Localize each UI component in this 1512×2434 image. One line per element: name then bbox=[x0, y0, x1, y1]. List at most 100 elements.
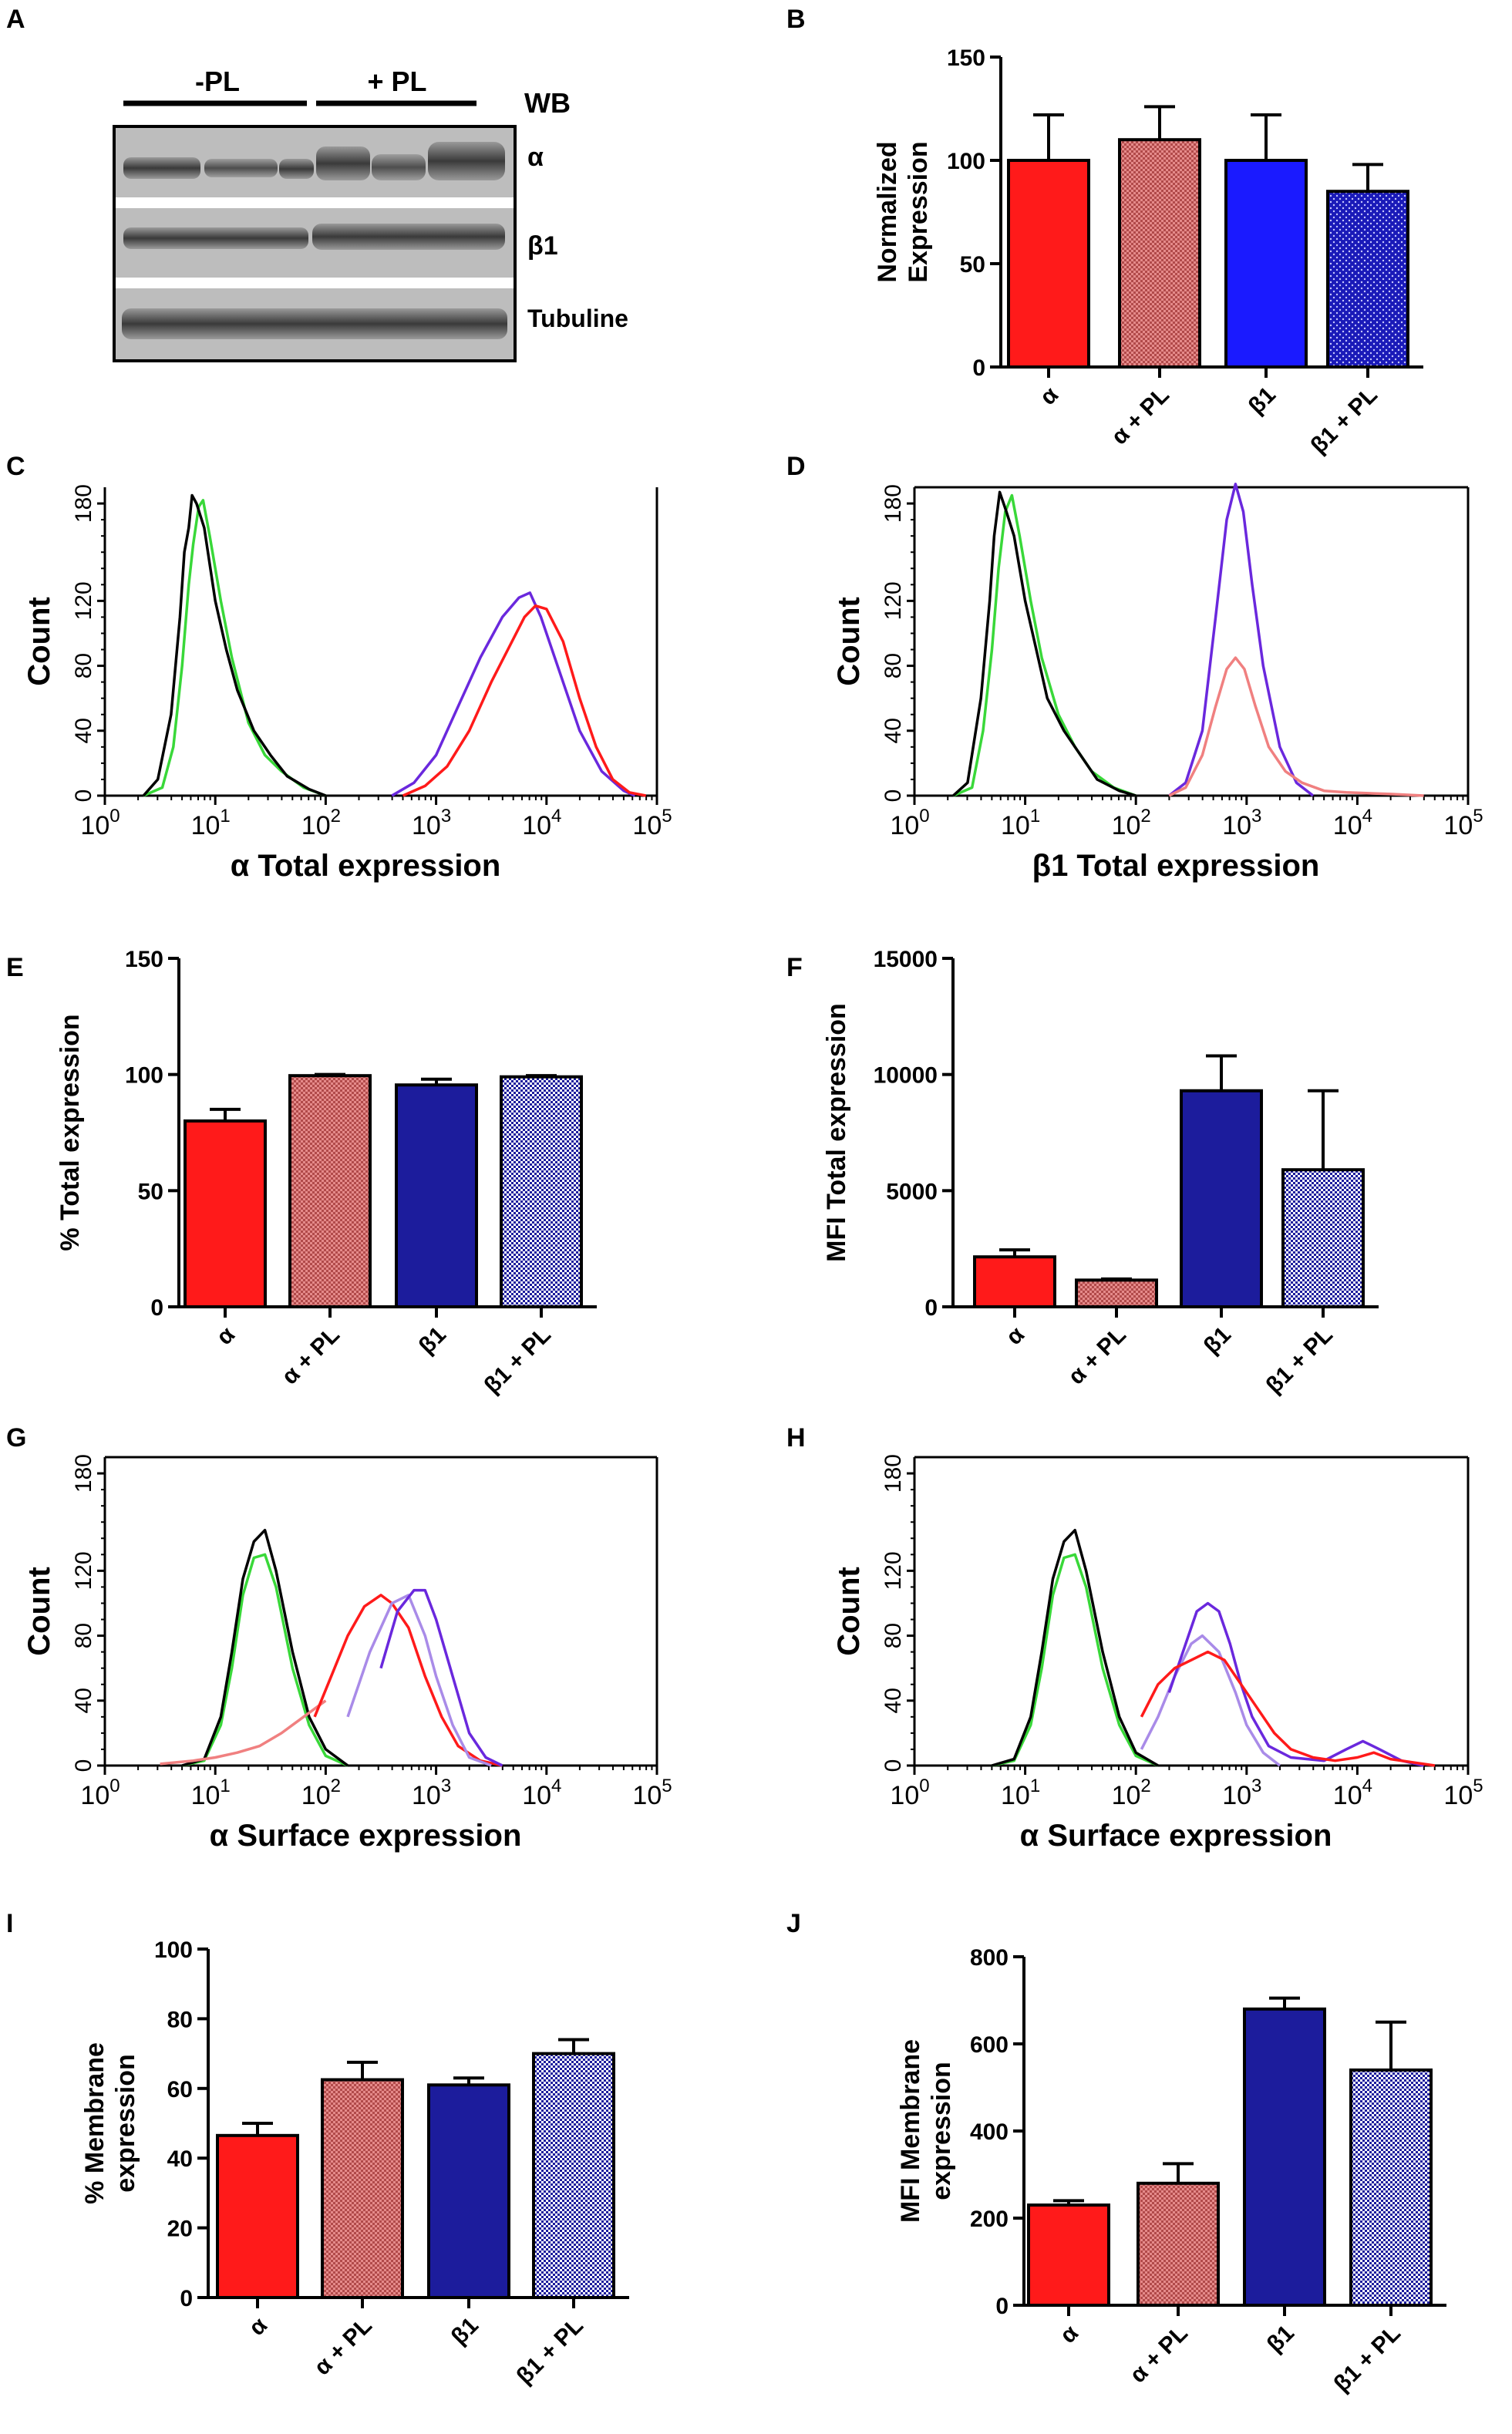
y-tick-label: 150 bbox=[125, 947, 163, 972]
series-line-black bbox=[952, 490, 1137, 797]
x-tick-exponent: 5 bbox=[1473, 1776, 1483, 1796]
x-tick-label: 102 bbox=[301, 806, 341, 840]
x-tick-exponent: 1 bbox=[1030, 1776, 1040, 1796]
blot-separator-2 bbox=[116, 278, 514, 288]
chart-f: 0 5000 10000 15000 MFI Total expression α α + … bbox=[822, 947, 1379, 1399]
x-tick-exponent: 4 bbox=[1362, 1776, 1372, 1796]
series-line-red bbox=[313, 1594, 503, 1767]
y-tick-label: 100 bbox=[947, 149, 985, 174]
bar bbox=[532, 2052, 615, 2300]
series-line-purple bbox=[391, 591, 636, 797]
x-tick-exponent: 5 bbox=[662, 1776, 672, 1796]
series-line-green bbox=[952, 493, 1137, 797]
y-axis-label: Count bbox=[22, 597, 56, 686]
x-tick-label: α + PL bbox=[1106, 382, 1174, 450]
x-tick-label: 102 bbox=[1112, 806, 1151, 840]
y-axis-label: % Total expression bbox=[56, 1014, 85, 1251]
x-tick-label: β1 + PL bbox=[1306, 382, 1382, 459]
series-line-black bbox=[142, 493, 327, 797]
x-tick-label: α + PL bbox=[277, 1322, 345, 1390]
x-axis-label: α Surface expression bbox=[1020, 1819, 1332, 1853]
x-tick-exponent: 3 bbox=[1251, 1776, 1261, 1796]
x-tick-exponent: 2 bbox=[1140, 1776, 1150, 1796]
x-tick-label: 103 bbox=[1222, 1776, 1261, 1810]
y-tick-label: 20 bbox=[167, 2217, 193, 2242]
x-tick-label: β1 + PL bbox=[512, 2313, 588, 2389]
y-tick-label: 120 bbox=[71, 581, 96, 620]
x-tick-exponent: 1 bbox=[1030, 806, 1040, 826]
bar bbox=[1349, 2068, 1433, 2307]
x-tick-label: 102 bbox=[1112, 1776, 1151, 1810]
x-tick-label: 104 bbox=[1333, 806, 1372, 840]
x-tick-exponent: 0 bbox=[109, 806, 120, 826]
bar bbox=[1007, 159, 1090, 369]
blot-row-label-tubuline: Tubuline bbox=[527, 305, 628, 332]
y-axis-label-line: % Total expression bbox=[56, 1014, 85, 1251]
x-tick-label: β1 bbox=[414, 1322, 451, 1359]
panel-label-g: G bbox=[6, 1423, 26, 1453]
x-tick-label: α bbox=[1002, 1321, 1030, 1350]
bar bbox=[288, 1074, 372, 1308]
y-tick-label: 180 bbox=[881, 484, 906, 523]
y-tick-label: 180 bbox=[881, 1454, 906, 1493]
series-line-pink bbox=[160, 1699, 327, 1766]
series-line-black bbox=[992, 1528, 1159, 1767]
x-tick-exponent: 4 bbox=[551, 806, 561, 826]
y-tick-label: 200 bbox=[970, 2207, 1009, 2232]
y-axis-label: Count bbox=[22, 1567, 56, 1656]
y-tick-label: 100 bbox=[125, 1063, 163, 1089]
bar bbox=[184, 1119, 267, 1309]
y-tick-label: 0 bbox=[995, 2294, 1009, 2319]
x-tick-label: 100 bbox=[890, 1776, 929, 1810]
panel-label-c: C bbox=[6, 452, 25, 481]
y-tick-label: 400 bbox=[970, 2119, 1009, 2145]
x-axis-label: β1 Total expression bbox=[1032, 849, 1320, 883]
y-tick-label: 0 bbox=[924, 1295, 938, 1321]
y-tick-label: 0 bbox=[71, 789, 96, 803]
y-tick-label: 0 bbox=[180, 2286, 193, 2311]
series-line-purple bbox=[1168, 483, 1315, 797]
x-tick-label: α bbox=[244, 2312, 273, 2341]
blot-separator-1 bbox=[116, 197, 514, 208]
panel-label-i: I bbox=[6, 1909, 13, 1938]
x-tick-label: β1 bbox=[446, 2313, 483, 2350]
series-line-lavender bbox=[1140, 1634, 1281, 1767]
y-tick-label: 120 bbox=[881, 1551, 906, 1590]
y-tick-label: 40 bbox=[167, 2146, 193, 2172]
x-tick-exponent: 1 bbox=[220, 1776, 230, 1796]
y-tick-label: 120 bbox=[881, 581, 906, 620]
y-tick-label: 40 bbox=[881, 1688, 906, 1713]
series-line-black bbox=[181, 1528, 349, 1767]
x-tick-exponent: 2 bbox=[1140, 806, 1150, 826]
y-tick-label: 0 bbox=[71, 1759, 96, 1772]
y-axis-label: Count bbox=[832, 597, 866, 686]
series-line-purple bbox=[1167, 1601, 1424, 1767]
x-tick-exponent: 5 bbox=[662, 806, 672, 826]
y-axis-label-line: Normalized bbox=[873, 141, 902, 282]
series-line-salmon bbox=[1168, 656, 1424, 797]
panel-label-a: A bbox=[6, 5, 25, 34]
series-line-red bbox=[402, 604, 647, 797]
x-tick-exponent: 3 bbox=[441, 1776, 451, 1796]
x-tick-exponent: 0 bbox=[919, 806, 929, 826]
y-tick-label: 0 bbox=[881, 789, 906, 803]
y-tick-label: 80 bbox=[167, 2007, 193, 2032]
y-axis-label-line: Expression bbox=[904, 141, 933, 282]
chart-b: 0 50 100 150 NormalizedExpression α α + PL β1 β1… bbox=[873, 45, 1423, 459]
y-tick-label: 80 bbox=[71, 653, 96, 678]
y-tick-label: 50 bbox=[138, 1179, 163, 1204]
x-tick-exponent: 1 bbox=[220, 806, 230, 826]
series-line-green bbox=[143, 499, 327, 797]
x-tick-label: α bbox=[1056, 2320, 1084, 2348]
chart-e: 0 50 100 150 % Total expression α α + PL β1 β1 +… bbox=[56, 947, 597, 1399]
x-tick-label: β1 + PL bbox=[1329, 2321, 1406, 2397]
bar bbox=[1281, 1168, 1365, 1309]
y-axis-label: NormalizedExpression bbox=[873, 141, 933, 282]
bar bbox=[500, 1075, 583, 1309]
group-label-minus-pl: -PL bbox=[195, 66, 240, 97]
western-blot: -PL + PL WB α β1 Tubuline bbox=[113, 66, 628, 362]
y-tick-label: 40 bbox=[881, 718, 906, 743]
